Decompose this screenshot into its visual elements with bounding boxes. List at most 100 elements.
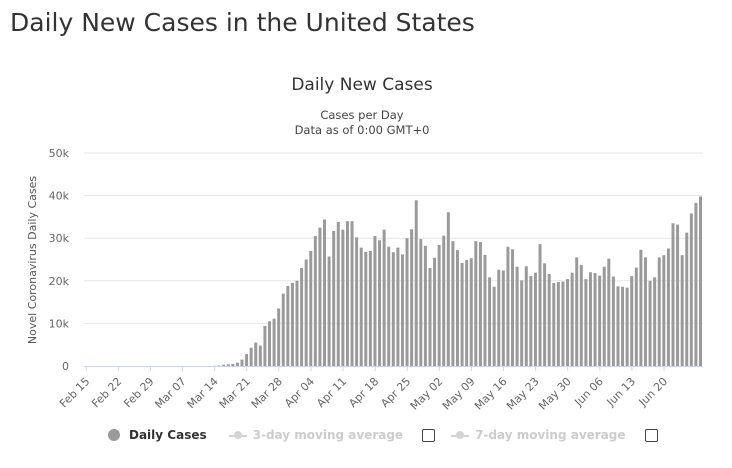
bar[interactable] xyxy=(410,229,414,366)
bar[interactable] xyxy=(235,362,239,366)
bar[interactable] xyxy=(423,245,427,366)
bar[interactable] xyxy=(483,254,487,366)
bar[interactable] xyxy=(245,354,249,366)
bar[interactable] xyxy=(460,262,464,366)
bar[interactable] xyxy=(501,270,505,366)
bar[interactable] xyxy=(442,235,446,366)
bar[interactable] xyxy=(685,232,689,366)
bar[interactable] xyxy=(492,286,496,366)
bar[interactable] xyxy=(368,250,372,366)
bar[interactable] xyxy=(699,196,702,366)
bar[interactable] xyxy=(419,239,423,366)
bar[interactable] xyxy=(666,248,670,366)
bar[interactable] xyxy=(584,279,588,366)
bar[interactable] xyxy=(474,241,478,366)
bar[interactable] xyxy=(630,276,634,366)
bar[interactable] xyxy=(657,257,661,366)
bar[interactable] xyxy=(327,256,331,366)
bar[interactable] xyxy=(671,223,675,366)
3day-average-checkbox[interactable] xyxy=(422,428,436,442)
bar[interactable] xyxy=(277,308,281,366)
bar[interactable] xyxy=(323,219,327,366)
legend-item-3day-average[interactable]: 3-day moving average xyxy=(228,428,403,442)
bar[interactable] xyxy=(465,259,469,366)
bar[interactable] xyxy=(341,229,345,366)
bar[interactable] xyxy=(382,229,386,366)
bar[interactable] xyxy=(222,364,226,366)
bar[interactable] xyxy=(300,268,304,366)
bar[interactable] xyxy=(566,279,570,366)
bar[interactable] xyxy=(616,286,620,366)
bar[interactable] xyxy=(295,280,299,366)
legend-item-7day-average[interactable]: 7-day moving average xyxy=(451,428,626,442)
bar[interactable] xyxy=(676,224,680,366)
bar[interactable] xyxy=(428,268,432,366)
bar[interactable] xyxy=(414,200,418,366)
bar[interactable] xyxy=(263,325,267,366)
bar[interactable] xyxy=(547,273,551,366)
bar[interactable] xyxy=(446,212,450,366)
bar[interactable] xyxy=(625,287,629,366)
bar[interactable] xyxy=(391,252,395,366)
bar[interactable] xyxy=(488,277,492,366)
bar[interactable] xyxy=(313,236,317,366)
bar[interactable] xyxy=(543,263,547,366)
bar[interactable] xyxy=(355,237,359,366)
bar[interactable] xyxy=(478,242,482,366)
bar[interactable] xyxy=(634,267,638,366)
bar[interactable] xyxy=(575,257,579,366)
bar[interactable] xyxy=(396,247,400,366)
bar[interactable] xyxy=(653,277,657,366)
bar[interactable] xyxy=(511,249,515,366)
bar[interactable] xyxy=(648,280,652,366)
bar[interactable] xyxy=(332,230,336,366)
bar[interactable] xyxy=(533,272,537,366)
bar[interactable] xyxy=(552,282,556,366)
bar[interactable] xyxy=(272,318,276,366)
bar[interactable] xyxy=(689,213,693,366)
bar[interactable] xyxy=(639,249,643,366)
bar[interactable] xyxy=(433,257,437,366)
bar[interactable] xyxy=(249,347,253,366)
bar[interactable] xyxy=(662,255,666,366)
bar[interactable] xyxy=(318,227,322,366)
bar[interactable] xyxy=(336,222,340,366)
bar[interactable] xyxy=(290,282,294,366)
bar[interactable] xyxy=(469,258,473,366)
bar[interactable] xyxy=(497,269,501,366)
bar[interactable] xyxy=(373,236,377,366)
bar[interactable] xyxy=(643,257,647,366)
7day-average-checkbox[interactable] xyxy=(644,428,658,442)
bar[interactable] xyxy=(506,246,510,366)
bar[interactable] xyxy=(378,240,382,366)
bar[interactable] xyxy=(258,345,262,366)
bar[interactable] xyxy=(621,286,625,366)
bar[interactable] xyxy=(286,285,290,366)
bar[interactable] xyxy=(515,266,519,366)
bar[interactable] xyxy=(602,266,606,366)
bar[interactable] xyxy=(538,244,542,366)
bar[interactable] xyxy=(520,280,524,366)
bar[interactable] xyxy=(405,238,409,366)
bar[interactable] xyxy=(281,293,285,366)
bar[interactable] xyxy=(570,272,574,366)
bar[interactable] xyxy=(254,342,258,366)
bar[interactable] xyxy=(556,282,560,366)
bar[interactable] xyxy=(304,259,308,367)
legend-item-daily-cases[interactable]: Daily Cases xyxy=(108,428,207,442)
bar[interactable] xyxy=(400,254,404,366)
bar[interactable] xyxy=(345,221,349,366)
bar[interactable] xyxy=(524,266,528,366)
bar[interactable] xyxy=(680,255,684,366)
bar[interactable] xyxy=(309,250,313,366)
bar[interactable] xyxy=(694,202,698,366)
bar[interactable] xyxy=(529,276,533,366)
bar[interactable] xyxy=(226,364,230,366)
bar[interactable] xyxy=(240,359,244,366)
bar[interactable] xyxy=(231,363,235,366)
bar[interactable] xyxy=(593,273,597,366)
bar[interactable] xyxy=(387,246,391,366)
bar[interactable] xyxy=(437,245,441,366)
bar[interactable] xyxy=(588,272,592,366)
bar[interactable] xyxy=(451,241,455,366)
